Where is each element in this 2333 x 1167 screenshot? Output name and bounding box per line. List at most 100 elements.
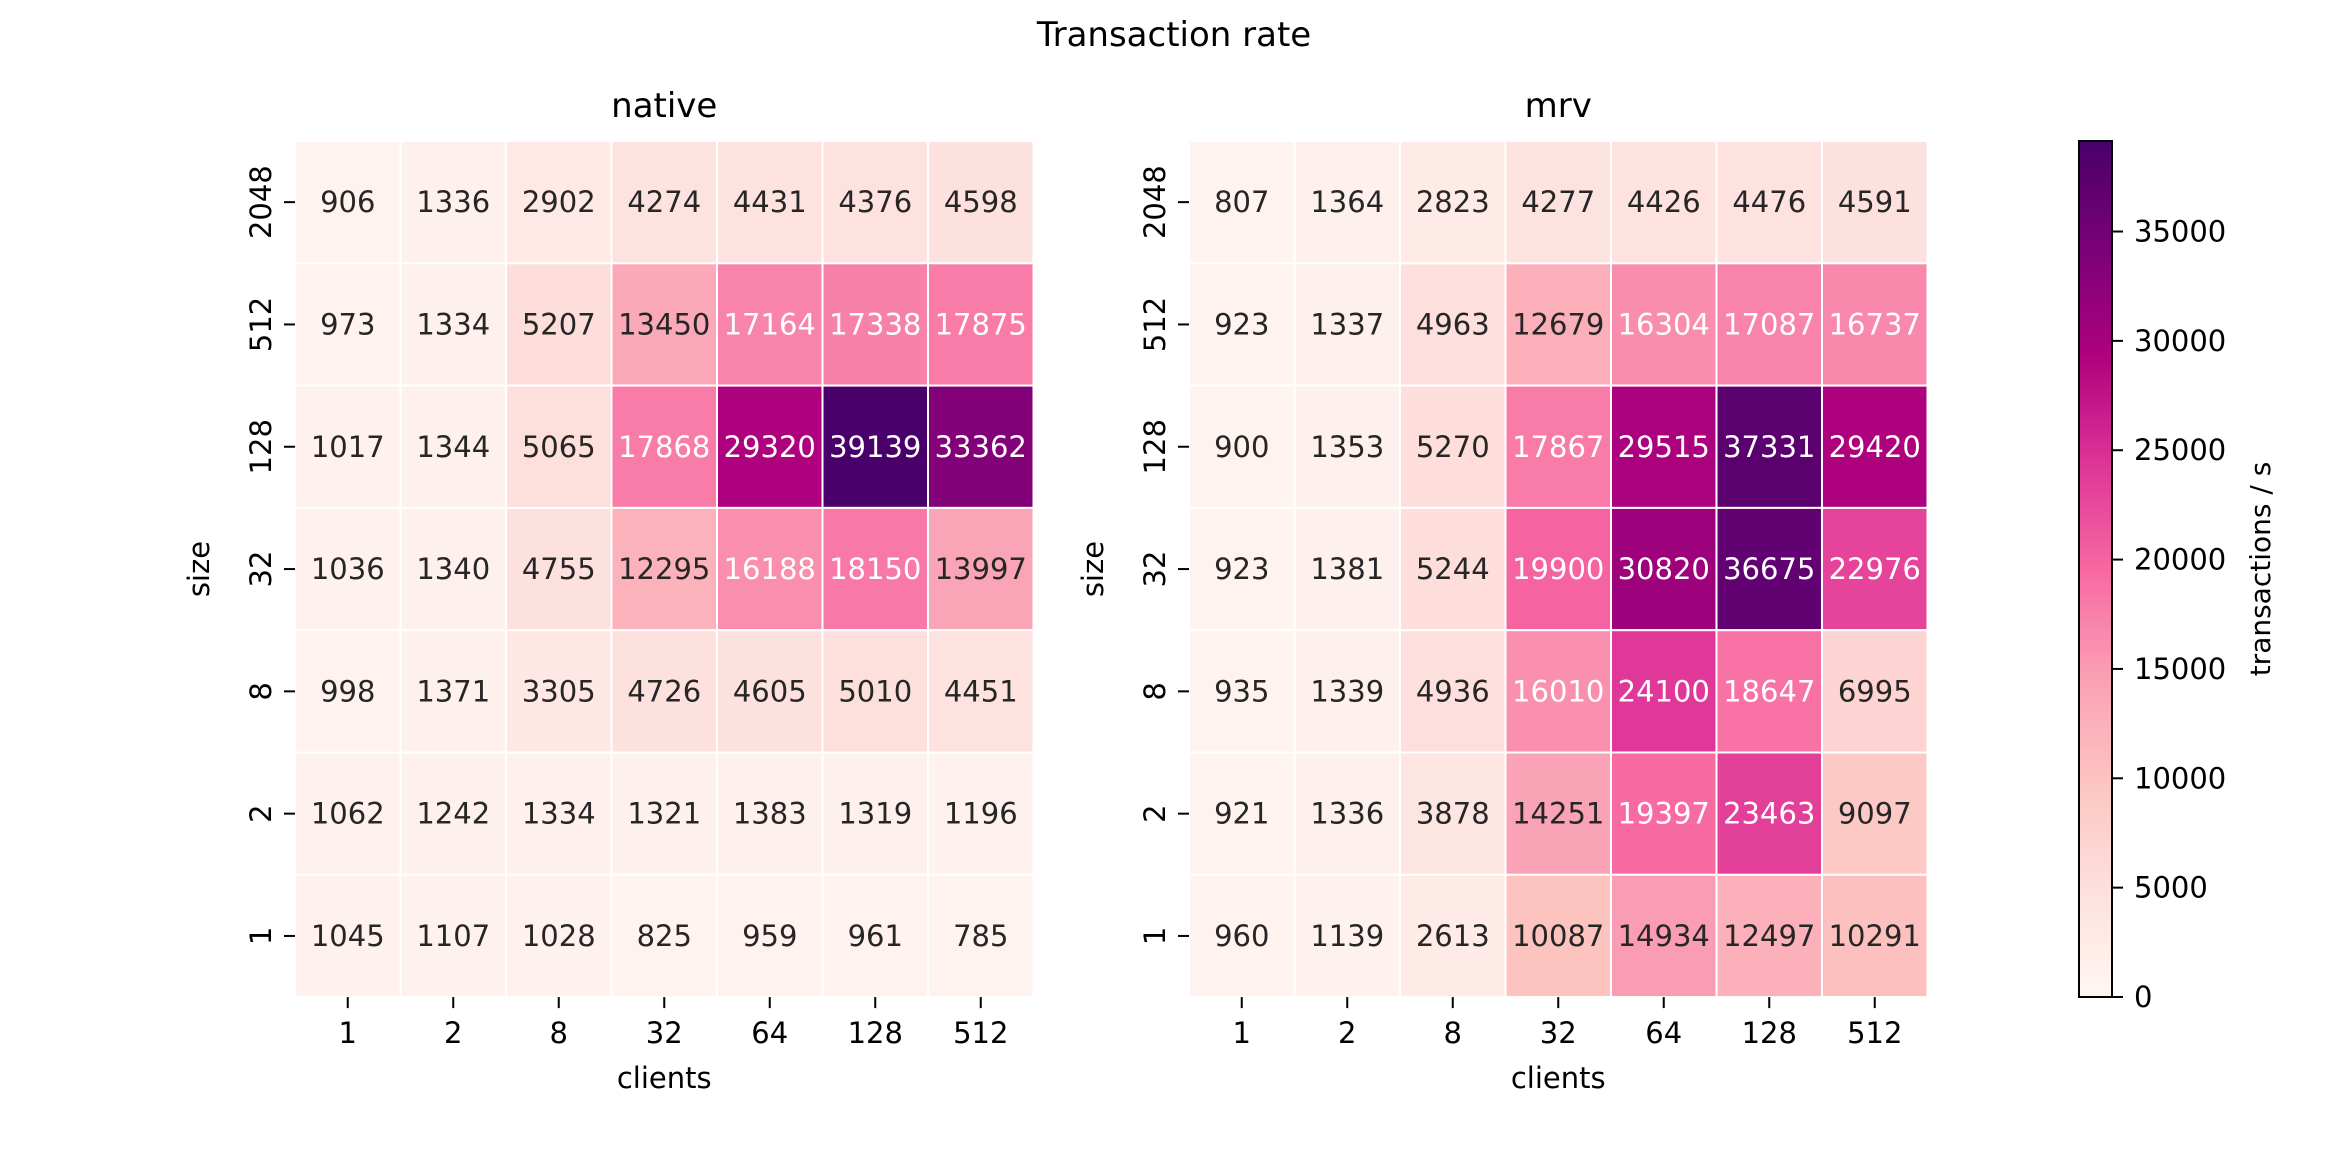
cell-value-label: 13450 — [618, 307, 710, 341]
cell-value-label: 1017 — [311, 430, 385, 464]
heatmap-cell — [505, 873, 613, 999]
cell-value-label: 4376 — [838, 185, 912, 219]
x-tick-label: 128 — [848, 1016, 903, 1050]
cell-value-label: 16188 — [724, 552, 816, 586]
colorbar-tick-label: 10000 — [2134, 761, 2226, 795]
heatmap-cell — [1188, 506, 1296, 632]
cell-value-label: 4726 — [627, 674, 701, 708]
heatmap-cell — [1399, 384, 1507, 509]
heatmap-cell — [716, 751, 824, 876]
heatmap-cell — [821, 873, 929, 999]
cell-value-label: 6995 — [1838, 674, 1912, 708]
cell-value-label: 4963 — [1416, 307, 1490, 341]
x-tick-label: 8 — [1444, 1016, 1462, 1050]
cell-value-label: 37331 — [1723, 430, 1815, 464]
cell-value-label: 17338 — [829, 307, 921, 341]
y-tick-label: 32 — [244, 551, 278, 588]
cell-value-label: 935 — [1214, 674, 1269, 708]
heatmap-cell — [1715, 140, 1823, 265]
cell-value-label: 30820 — [1618, 552, 1710, 586]
cell-value-label: 12497 — [1723, 919, 1815, 953]
cell-value-label: 923 — [1214, 552, 1269, 586]
cell-value-label: 973 — [320, 307, 375, 341]
cell-value-label: 17867 — [1512, 430, 1604, 464]
y-tick-label: 1 — [1138, 927, 1172, 945]
colorbar-tick-label: 15000 — [2134, 652, 2226, 686]
x-tick-label: 128 — [1742, 1016, 1797, 1050]
cell-value-label: 900 — [1214, 430, 1269, 464]
cell-value-label: 18150 — [829, 552, 921, 586]
cell-value-label: 1045 — [311, 919, 385, 953]
cell-value-label: 4605 — [733, 674, 807, 708]
heatmap-cell — [1504, 873, 1612, 999]
cell-value-label: 16010 — [1512, 674, 1604, 708]
heatmap-cell — [1293, 506, 1401, 632]
y-tick-label: 512 — [1138, 297, 1172, 352]
heatmap-cell — [1399, 140, 1507, 265]
y-tick-label: 32 — [1138, 551, 1172, 588]
heatmap-cell — [927, 751, 1035, 876]
cell-value-label: 1339 — [1310, 674, 1384, 708]
heatmap-cell — [1821, 506, 1929, 632]
heatmap-cell — [1715, 262, 1823, 387]
cell-value-label: 4755 — [522, 552, 596, 586]
cell-value-label: 23463 — [1723, 797, 1815, 831]
heatmap-cell — [1610, 384, 1718, 509]
x-axis-label: clients — [617, 1061, 712, 1095]
heatmap-cell — [294, 506, 402, 632]
heatmap-cell — [1504, 506, 1612, 632]
heatmap-cell — [1610, 873, 1718, 999]
cell-value-label: 1334 — [416, 307, 490, 341]
cell-value-label: 961 — [848, 919, 903, 953]
heatmap-cell — [1399, 262, 1507, 387]
heatmap-cell — [927, 262, 1035, 387]
x-tick-label: 8 — [550, 1016, 568, 1050]
heatmap-cell — [505, 629, 613, 754]
heatmap-cell — [505, 262, 613, 387]
y-tick-label: 512 — [244, 297, 278, 352]
cell-value-label: 923 — [1214, 307, 1269, 341]
cell-value-label: 17875 — [935, 307, 1027, 341]
y-axis-label: size — [1076, 541, 1110, 597]
heatmap-cell — [399, 506, 507, 632]
x-tick-label: 1 — [1233, 1016, 1251, 1050]
cell-value-label: 9097 — [1838, 797, 1912, 831]
y-tick-label: 2 — [1138, 804, 1172, 822]
cell-value-label: 960 — [1214, 919, 1269, 953]
cell-value-label: 2613 — [1416, 919, 1490, 953]
heatmap-cell — [294, 140, 402, 265]
cell-value-label: 959 — [742, 919, 797, 953]
cell-value-label: 1337 — [1310, 307, 1384, 341]
cell-value-label: 1321 — [627, 797, 701, 831]
cell-value-label: 5270 — [1416, 430, 1490, 464]
cell-value-label: 5244 — [1416, 552, 1490, 586]
x-tick-label: 32 — [1540, 1016, 1577, 1050]
cell-value-label: 29320 — [724, 430, 816, 464]
heatmap-cell — [1293, 751, 1401, 876]
heatmap-cell — [1188, 140, 1296, 265]
cell-value-label: 1344 — [416, 430, 490, 464]
x-tick-label: 512 — [1847, 1016, 1902, 1050]
y-tick-label: 8 — [1138, 682, 1172, 700]
heatmap-cell — [927, 506, 1035, 632]
cell-value-label: 19900 — [1512, 552, 1604, 586]
cell-value-label: 4431 — [733, 185, 807, 219]
figure-title: Transaction rate — [1036, 15, 1311, 55]
heatmap-cell — [1504, 262, 1612, 387]
cell-value-label: 1036 — [311, 552, 385, 586]
cell-value-label: 14934 — [1618, 919, 1710, 953]
cell-value-label: 17164 — [724, 307, 816, 341]
cell-value-label: 33362 — [935, 430, 1027, 464]
heatmap-cell — [1293, 384, 1401, 509]
cell-value-label: 4277 — [1521, 185, 1595, 219]
heatmap-cell — [1610, 629, 1718, 754]
cell-value-label: 19397 — [1618, 797, 1710, 831]
heatmap-cell — [610, 506, 718, 632]
colorbar: 0 5000 10000 15000 20000 25000 30000 35000 tran… — [2078, 140, 2277, 1014]
heatmap-cell — [610, 751, 718, 876]
heatmap-cell — [821, 506, 929, 632]
cell-value-label: 998 — [320, 674, 375, 708]
cell-value-label: 18647 — [1723, 674, 1815, 708]
